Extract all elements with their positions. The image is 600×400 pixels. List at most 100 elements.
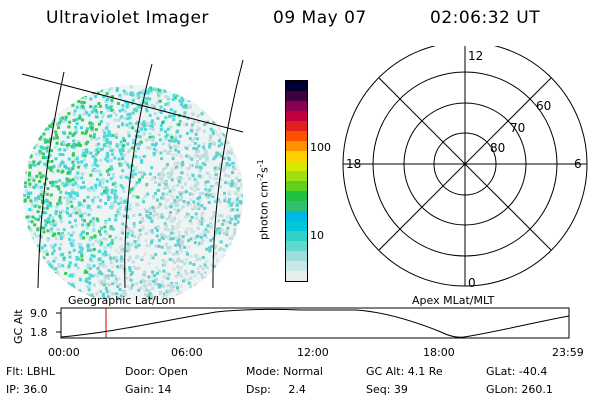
emission-speckle: [24, 274, 28, 278]
emission-speckle: [173, 217, 177, 221]
emission-speckle: [130, 175, 134, 179]
emission-speckle: [51, 273, 55, 277]
emission-speckle: [78, 163, 82, 166]
emission-speckle: [175, 211, 179, 215]
emission-speckle: [159, 151, 163, 155]
emission-speckle: [233, 284, 237, 288]
emission-speckle: [231, 267, 235, 271]
emission-speckle: [208, 173, 212, 177]
emission-speckle: [42, 146, 46, 150]
emission-speckle: [138, 213, 142, 217]
emission-speckle: [78, 114, 82, 118]
emission-speckle: [201, 155, 205, 158]
emission-speckle: [219, 106, 223, 110]
emission-speckle: [39, 130, 43, 134]
emission-speckle: [99, 205, 103, 209]
emission-speckle: [24, 185, 27, 188]
emission-speckle: [67, 289, 70, 293]
emission-speckle: [80, 251, 83, 255]
emission-speckle: [201, 108, 205, 112]
emission-speckle: [39, 145, 43, 149]
emission-speckle: [66, 199, 69, 203]
emission-speckle: [122, 295, 126, 299]
emission-speckle: [102, 283, 106, 287]
emission-speckle: [231, 208, 235, 212]
emission-speckle: [120, 228, 124, 231]
emission-speckle: [206, 180, 210, 184]
emission-speckle: [38, 160, 42, 164]
emission-speckle: [85, 111, 89, 115]
emission-speckle: [91, 86, 95, 90]
emission-speckle: [204, 230, 208, 234]
emission-speckle: [23, 227, 27, 231]
emission-speckle: [106, 291, 110, 295]
emission-speckle: [239, 242, 243, 246]
emission-speckle: [86, 140, 90, 144]
emission-speckle: [58, 295, 62, 299]
emission-speckle: [51, 216, 55, 220]
emission-speckle: [211, 90, 215, 94]
emission-speckle: [110, 270, 114, 274]
emission-speckle: [188, 177, 192, 181]
emission-speckle: [57, 165, 61, 169]
emission-speckle: [180, 249, 184, 253]
emission-speckle: [190, 157, 194, 161]
emission-speckle: [176, 183, 180, 187]
emission-speckle: [39, 248, 43, 252]
emission-speckle: [224, 120, 228, 124]
emission-speckle: [47, 299, 51, 300]
emission-speckle: [49, 223, 53, 226]
emission-speckle: [165, 199, 169, 203]
emission-speckle: [99, 198, 103, 202]
emission-speckle: [36, 107, 40, 111]
emission-speckle: [68, 261, 72, 265]
emission-speckle: [86, 249, 90, 252]
emission-speckle: [115, 143, 119, 147]
emission-speckle: [181, 205, 185, 209]
emission-speckle: [128, 203, 132, 207]
mlat-label-70: 70: [510, 121, 525, 135]
emission-speckle: [233, 108, 237, 112]
emission-speckle: [110, 100, 114, 104]
emission-speckle: [61, 169, 65, 173]
emission-speckle: [52, 223, 56, 227]
emission-speckle: [166, 198, 170, 202]
emission-speckle: [162, 181, 166, 185]
emission-speckle: [198, 241, 202, 245]
emission-speckle: [111, 95, 114, 99]
emission-speckle: [74, 219, 77, 223]
emission-speckle: [94, 137, 98, 141]
emission-speckle: [169, 285, 173, 289]
emission-speckle: [55, 185, 59, 188]
emission-speckle: [45, 252, 49, 256]
emission-speckle: [226, 92, 230, 96]
emission-speckle: [141, 227, 145, 230]
emission-speckle: [192, 263, 196, 266]
emission-speckle: [172, 88, 176, 92]
emission-speckle: [69, 169, 72, 173]
emission-speckle: [173, 208, 177, 211]
emission-speckle: [162, 197, 166, 201]
emission-speckle: [138, 135, 142, 139]
emission-speckle: [25, 215, 29, 219]
emission-speckle: [63, 118, 67, 122]
emission-speckle: [180, 185, 184, 189]
emission-speckle: [107, 217, 111, 221]
emission-speckle: [55, 141, 59, 145]
emission-speckle: [49, 125, 53, 128]
emission-speckle: [29, 191, 33, 195]
emission-speckle: [121, 186, 125, 190]
emission-speckle: [217, 152, 221, 156]
emission-speckle: [71, 183, 75, 187]
emission-speckle: [80, 258, 84, 262]
emission-speckle: [221, 110, 225, 114]
emission-speckle: [133, 172, 137, 176]
emission-speckle: [98, 169, 102, 173]
emission-speckle: [134, 129, 138, 133]
emission-speckle: [229, 90, 232, 94]
emission-speckle: [42, 291, 45, 295]
emission-speckle: [219, 289, 223, 293]
gc-alt-axis-title: GC Alt: [12, 309, 25, 344]
emission-speckle: [123, 160, 127, 164]
mlt-label-18: 18: [346, 157, 361, 171]
